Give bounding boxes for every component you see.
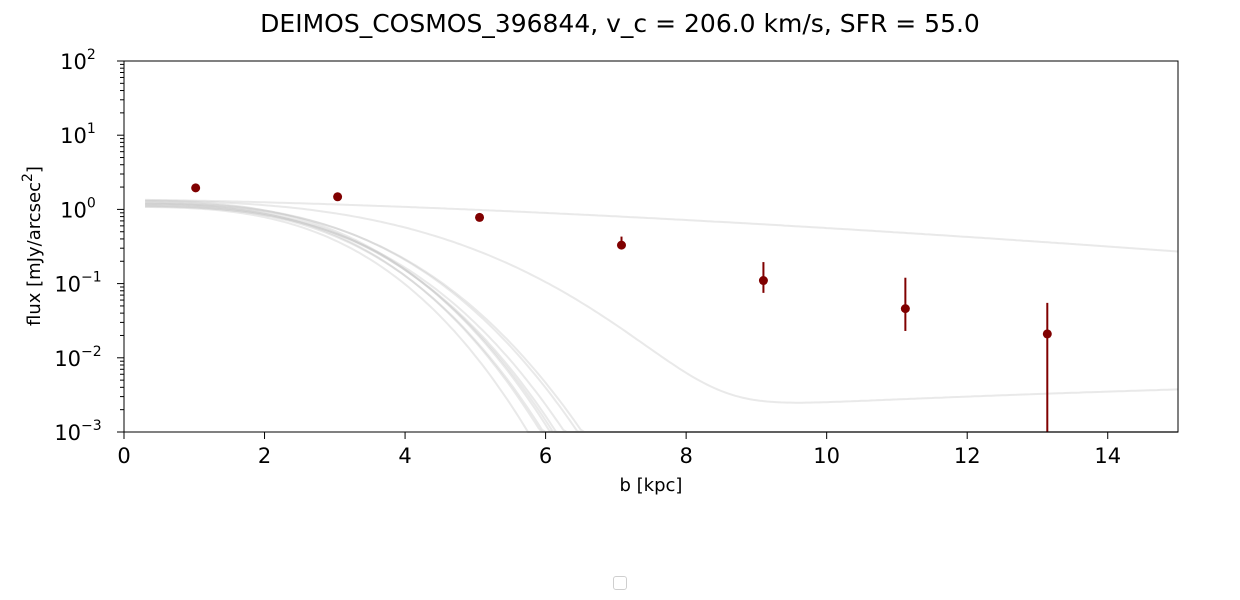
data-points	[191, 183, 1052, 432]
y-tick-label-4: 10−2	[54, 344, 101, 371]
y-axis-label-end: ]	[24, 166, 45, 173]
x-tick-label-7: 14	[1094, 444, 1121, 468]
model-curve-6	[145, 200, 1178, 433]
model-curve-4	[145, 203, 1178, 433]
y-axis-label-sup: 2	[20, 173, 36, 182]
plot-frame	[123, 60, 1179, 433]
data-point-3	[616, 240, 626, 250]
y-axis: 102 101 100 10−1 10−2 10−3	[54, 47, 124, 445]
chart-title: DEIMOS_COSMOS_396844, v_c = 206.0 km/s, …	[260, 9, 980, 38]
y-tick-label-3: 10−1	[54, 270, 101, 297]
x-tick-label-3: 6	[539, 444, 552, 468]
y-axis-label-main: flux [mJy/arcsec	[24, 182, 45, 326]
data-point-6	[1042, 329, 1052, 339]
x-tick-label-1: 2	[258, 444, 271, 468]
model-curves	[145, 198, 1179, 433]
x-tick-label-4: 8	[679, 444, 692, 468]
y-tick-label-5: 10−3	[54, 418, 101, 445]
x-tick-label-2: 4	[398, 444, 411, 468]
data-point-4	[758, 276, 768, 286]
data-point-0	[191, 183, 201, 193]
data-point-5	[900, 304, 910, 314]
data-point-1	[333, 192, 343, 202]
model-curve-5	[145, 201, 1178, 433]
y-axis-label: flux [mJy/arcsec2]	[20, 166, 45, 326]
model-curve-2	[145, 202, 1178, 433]
x-tick-label-5: 10	[813, 444, 840, 468]
model-curve-8	[145, 202, 1178, 433]
x-axis: 0 2 4 6 8 10 12 14	[117, 432, 1121, 468]
legend-box	[613, 576, 627, 590]
model-curve-9	[145, 198, 1179, 253]
y-tick-label-0: 102	[60, 47, 96, 74]
y-tick-label-1: 101	[60, 121, 96, 148]
y-tick-label-2: 100	[60, 195, 96, 222]
x-axis-label: b [kpc]	[620, 475, 683, 496]
data-point-2	[475, 212, 485, 222]
x-tick-label-0: 0	[117, 444, 130, 468]
model-curve-10	[145, 199, 1179, 404]
x-tick-label-6: 12	[954, 444, 981, 468]
model-curve-1	[145, 204, 1178, 433]
